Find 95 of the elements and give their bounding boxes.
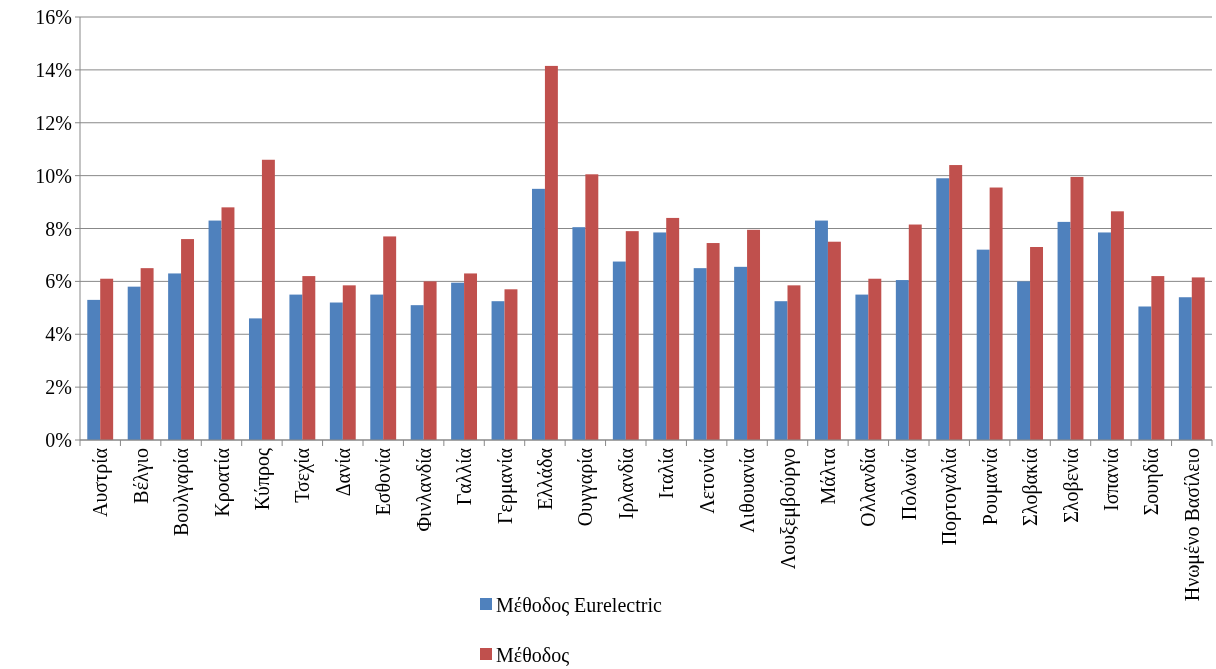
- x-tick-label: Ολλανδία: [857, 447, 880, 527]
- bar: [747, 229, 761, 440]
- x-tick-label: Ελλάδα: [533, 447, 556, 510]
- x-tick-label: Γαλλία: [453, 447, 476, 506]
- legend-label: Μέθοδος Eurelectric: [496, 594, 662, 616]
- bar: [289, 294, 303, 440]
- x-tick-label: Κροατία: [210, 447, 234, 517]
- bar: [451, 282, 465, 440]
- x-tick-label: Ιταλία: [655, 447, 678, 499]
- x-tick-label: Γερμανία: [493, 447, 517, 525]
- bar: [370, 294, 384, 440]
- x-tick-label: Ηνωμένο Βασίλειο: [1180, 448, 1204, 602]
- x-tick-label: Ισπανία: [1099, 447, 1122, 511]
- x-tick-label: Ουγγαρία: [574, 447, 598, 527]
- y-tick-label: 14%: [35, 58, 72, 81]
- x-tick-label: Ρουμανία: [978, 447, 1002, 526]
- bar: [1057, 221, 1071, 440]
- bar: [1178, 297, 1192, 440]
- bar: [814, 220, 828, 440]
- bar: [464, 273, 478, 440]
- bar: [949, 165, 963, 440]
- bar: [410, 305, 424, 440]
- x-tick-label: Πορτογαλία: [938, 447, 962, 546]
- bar: [868, 278, 882, 440]
- bar: [1017, 281, 1031, 440]
- x-tick-label: Σουηδία: [1140, 447, 1164, 516]
- bar: [653, 232, 667, 440]
- x-tick-label: Λουξεμβούργο: [776, 448, 800, 570]
- bar: [504, 289, 518, 440]
- x-tick-label: Αυστρία: [89, 447, 113, 518]
- bar: [1138, 306, 1152, 440]
- bar: [531, 188, 545, 440]
- bar: [976, 249, 990, 440]
- bar: [1110, 211, 1124, 440]
- x-tick-label: Ιρλανδία: [614, 447, 638, 520]
- y-tick-label: 10%: [35, 164, 72, 187]
- bar: [491, 301, 505, 440]
- bar: [87, 299, 101, 440]
- bar: [423, 281, 437, 440]
- bar: [706, 243, 720, 440]
- x-tick-label: Τσεχία: [291, 447, 315, 503]
- bar: [127, 286, 141, 440]
- x-tick-label: Εσθονία: [372, 447, 395, 516]
- x-tick-label: Δανία: [331, 447, 354, 497]
- x-tick-label: Βέλγιο: [129, 448, 153, 504]
- bar: [585, 174, 599, 440]
- x-tick-label: Φινλανδία: [412, 447, 435, 532]
- x-tick-label: Μάλτα: [816, 447, 839, 505]
- bar: [612, 261, 626, 440]
- x-tick-label: Πολωνία: [897, 447, 920, 521]
- x-tick-label: Λετονία: [695, 447, 718, 514]
- bar: [572, 227, 586, 440]
- bar: [1191, 277, 1205, 440]
- bar: [544, 65, 558, 440]
- bar: [895, 280, 909, 440]
- y-tick-label: 16%: [35, 6, 72, 28]
- legend-label: Μέθοδος: [496, 644, 570, 666]
- bar: [100, 278, 114, 440]
- bar: [181, 239, 195, 440]
- bar: [221, 207, 235, 440]
- bar: [734, 266, 748, 440]
- bar: [1030, 247, 1044, 440]
- y-tick-label: 12%: [35, 111, 72, 134]
- bar: [989, 187, 1003, 440]
- bar: [774, 301, 788, 440]
- bar: [855, 294, 869, 440]
- bar: [168, 273, 182, 440]
- x-tick-label: Λιθουανία: [736, 447, 759, 533]
- x-tick-label: Κύπρος: [250, 447, 274, 511]
- x-tick-label: Βουλγαρία: [170, 447, 194, 537]
- bar: [625, 231, 639, 440]
- bar: [787, 285, 801, 440]
- bar: [383, 236, 397, 440]
- y-tick-label: 0%: [45, 429, 72, 451]
- y-tick-label: 4%: [45, 323, 72, 346]
- bar: [302, 276, 316, 440]
- bar: [248, 318, 262, 440]
- bar: [261, 159, 275, 440]
- x-tick-label: Σλοβακία: [1019, 447, 1043, 526]
- y-tick-label: 6%: [45, 270, 72, 293]
- bar: [936, 178, 950, 440]
- bar: [342, 285, 356, 440]
- bar: [329, 302, 343, 440]
- bar: [666, 217, 680, 440]
- bar: [1151, 276, 1165, 440]
- x-tick-label: Σλοβενία: [1059, 447, 1083, 523]
- bar: [908, 224, 922, 440]
- bar: [1070, 176, 1084, 440]
- bar: [1097, 232, 1111, 440]
- bar: [827, 241, 841, 440]
- y-tick-label: 2%: [45, 376, 72, 399]
- bar: [208, 220, 222, 440]
- bar: [140, 268, 154, 440]
- y-tick-label: 8%: [45, 217, 72, 240]
- bar: [693, 268, 707, 440]
